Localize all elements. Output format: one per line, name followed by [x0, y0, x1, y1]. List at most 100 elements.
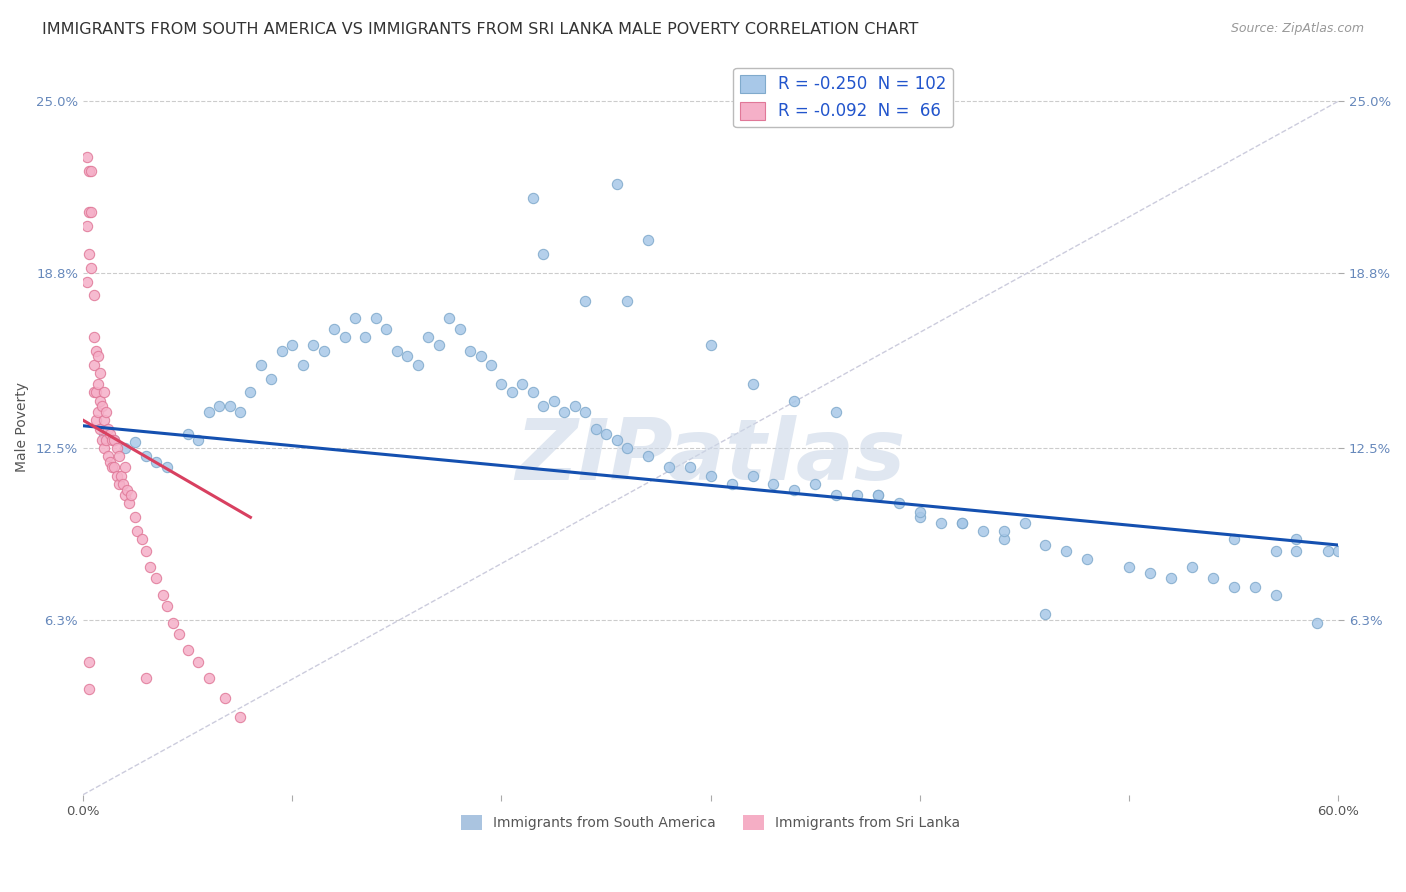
Point: [616, 441, 638, 455]
Point: [679, 460, 702, 475]
Point: [804, 477, 827, 491]
Point: [825, 488, 848, 502]
Point: [908, 510, 931, 524]
Point: [124, 510, 146, 524]
Point: [1243, 580, 1265, 594]
Point: [90, 433, 112, 447]
Point: [93, 413, 115, 427]
Point: [250, 358, 273, 372]
Point: [239, 385, 262, 400]
Point: [86, 405, 108, 419]
Point: [950, 516, 973, 530]
Point: [658, 460, 681, 475]
Point: [574, 405, 596, 419]
Point: [101, 433, 124, 447]
Point: [115, 483, 138, 497]
Point: [887, 496, 910, 510]
Point: [270, 343, 292, 358]
Point: [595, 427, 617, 442]
Point: [145, 571, 167, 585]
Point: [1222, 580, 1244, 594]
Point: [162, 615, 184, 630]
Point: [281, 338, 304, 352]
Point: [90, 400, 112, 414]
Point: [105, 468, 128, 483]
Point: [107, 477, 129, 491]
Point: [1014, 516, 1036, 530]
Point: [868, 488, 890, 502]
Point: [76, 219, 98, 233]
Point: [1035, 607, 1057, 622]
Point: [83, 358, 105, 372]
Point: [741, 377, 763, 392]
Point: [375, 321, 398, 335]
Point: [783, 393, 806, 408]
Point: [176, 427, 198, 442]
Point: [197, 671, 219, 685]
Point: [993, 533, 1015, 547]
Point: [1181, 560, 1204, 574]
Point: [1316, 543, 1339, 558]
Point: [323, 321, 346, 335]
Point: [114, 460, 136, 475]
Point: [908, 505, 931, 519]
Point: [606, 433, 628, 447]
Point: [98, 455, 121, 469]
Point: [1035, 538, 1057, 552]
Text: IMMIGRANTS FROM SOUTH AMERICA VS IMMIGRANTS FROM SRI LANKA MALE POVERTY CORRELAT: IMMIGRANTS FROM SOUTH AMERICA VS IMMIGRA…: [42, 22, 918, 37]
Point: [846, 488, 869, 502]
Point: [110, 468, 132, 483]
Point: [80, 260, 103, 275]
Y-axis label: Male Poverty: Male Poverty: [15, 382, 30, 472]
Point: [86, 377, 108, 392]
Point: [385, 343, 408, 358]
Point: [79, 247, 101, 261]
Point: [80, 205, 103, 219]
Point: [606, 178, 628, 192]
Point: [156, 599, 179, 613]
Point: [825, 405, 848, 419]
Point: [89, 393, 111, 408]
Point: [79, 163, 101, 178]
Point: [1285, 533, 1308, 547]
Point: [152, 588, 174, 602]
Point: [105, 441, 128, 455]
Point: [118, 496, 141, 510]
Point: [93, 385, 115, 400]
Point: [84, 413, 107, 427]
Point: [427, 338, 450, 352]
Point: [585, 421, 607, 435]
Point: [187, 655, 209, 669]
Point: [127, 524, 149, 538]
Point: [449, 321, 471, 335]
Point: [89, 366, 111, 380]
Point: [531, 247, 554, 261]
Point: [79, 655, 101, 669]
Point: [83, 385, 105, 400]
Point: [93, 441, 115, 455]
Point: [616, 293, 638, 308]
Point: [86, 350, 108, 364]
Legend: Immigrants from South America, Immigrants from Sri Lanka: Immigrants from South America, Immigrant…: [456, 809, 966, 836]
Point: [993, 524, 1015, 538]
Point: [522, 385, 544, 400]
Point: [531, 400, 554, 414]
Point: [396, 350, 419, 364]
Point: [114, 488, 136, 502]
Point: [101, 460, 124, 475]
Point: [553, 405, 575, 419]
Point: [868, 488, 890, 502]
Point: [103, 460, 125, 475]
Point: [79, 205, 101, 219]
Point: [97, 421, 120, 435]
Point: [94, 405, 117, 419]
Point: [1139, 566, 1161, 580]
Point: [89, 421, 111, 435]
Point: [291, 358, 314, 372]
Point: [344, 310, 367, 325]
Point: [76, 275, 98, 289]
Point: [470, 350, 492, 364]
Point: [229, 405, 252, 419]
Point: [637, 233, 659, 247]
Point: [187, 433, 209, 447]
